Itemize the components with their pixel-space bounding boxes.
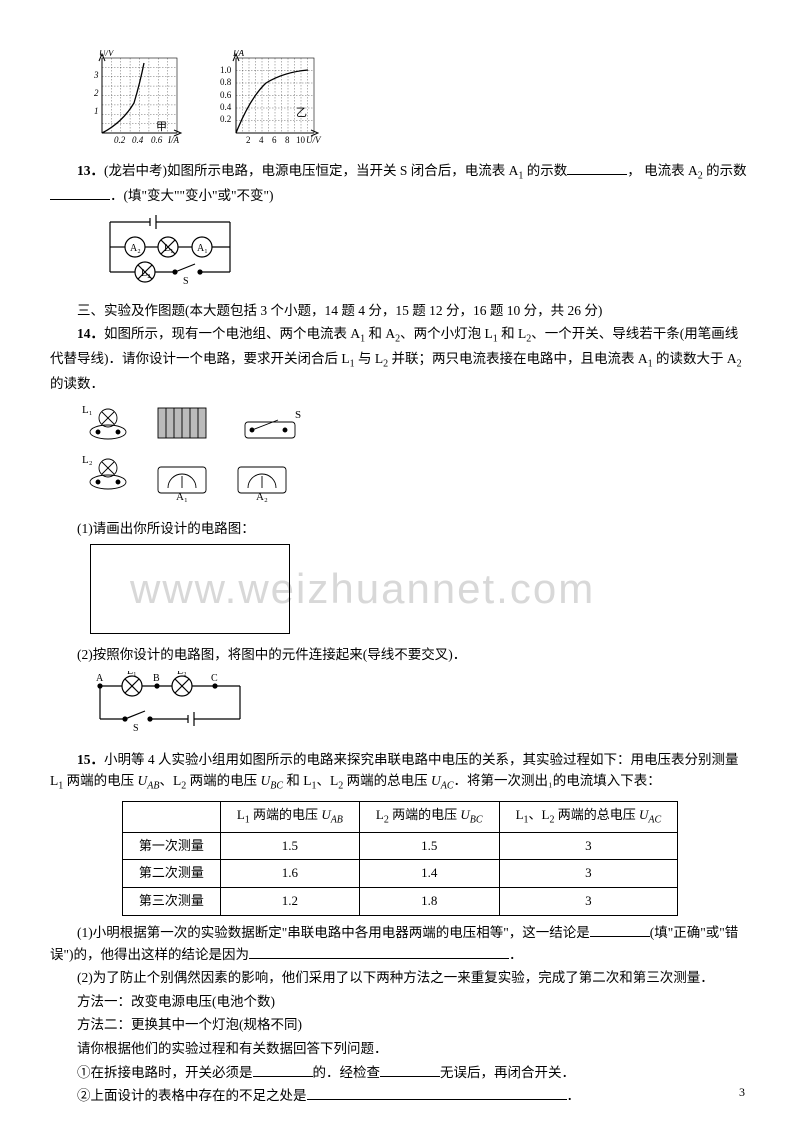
svg-text:S: S	[133, 723, 139, 734]
svg-text:0.8: 0.8	[220, 77, 232, 87]
y1: 1	[94, 106, 99, 116]
svg-text:6: 6	[272, 135, 277, 145]
q13-text: 13．(龙岩中考)如图所示电路，电源电压恒定，当开关 S 闭合后，电流表 A1 …	[50, 160, 750, 206]
q15-blank-check[interactable]	[380, 1063, 440, 1077]
q15-m2: 方法二：更换其中一个灯泡(规格不同)	[50, 1014, 750, 1036]
q15-blank-deficiency[interactable]	[307, 1087, 567, 1101]
svg-text:A₁: A₁	[176, 491, 188, 503]
x04: 0.4	[132, 135, 144, 145]
svg-text:4: 4	[259, 135, 264, 145]
q14-part1: (1)请画出你所设计的电路图：	[50, 518, 750, 540]
svg-text:10: 10	[296, 135, 306, 145]
q14-answer-box[interactable]	[90, 544, 290, 634]
q15-p2: (2)为了防止个别偶然因素的影响，他们采用了以下两种方法之一来重复实验，完成了第…	[50, 967, 750, 989]
svg-text:U/V: U/V	[99, 50, 115, 58]
q15-blank-reason[interactable]	[249, 945, 509, 959]
svg-text:U/V: U/V	[306, 135, 322, 145]
svg-text:L₂: L₂	[141, 268, 151, 279]
q14-series-circuit: A L₁ B L₂ C S	[80, 671, 750, 743]
q15-blank-switch[interactable]	[253, 1063, 313, 1077]
svg-text:L₁: L₁	[82, 404, 93, 416]
svg-text:C: C	[211, 673, 218, 684]
section3-heading: 三、实验及作图题(本大题包括 3 个小题，14 题 4 分，15 题 12 分，…	[50, 300, 750, 322]
table-row: 第一次测量1.51.53	[122, 832, 677, 860]
svg-text:乙: 乙	[296, 106, 307, 119]
graph-right: 0.2 0.4 0.6 0.8 1.0 2468 10 I/A U/V 乙	[210, 50, 325, 150]
q13-circuit: A₂ L₁ A₁ L₂ S	[80, 212, 750, 294]
table-header-row: L1 两端的电压 UAB L2 两端的电压 UBC L1、L2 两端的总电压 U…	[122, 802, 677, 833]
q14-part2: (2)按照你设计的电路图，将图中的元件连接起来(导线不要交叉)．	[50, 644, 750, 666]
svg-text:A₂: A₂	[130, 243, 141, 254]
q13-blank1[interactable]	[567, 162, 627, 176]
svg-text:I/A: I/A	[167, 135, 179, 145]
table-row: 第二次测量1.61.43	[122, 860, 677, 888]
svg-text:1.0: 1.0	[220, 65, 232, 75]
q14-components: L₁ S L₂ A₁ A₂	[80, 400, 750, 512]
q14-text: 14．如图所示，现有一个电池组、两个电流表 A1 和 A2、两个小灯泡 L1 和…	[50, 323, 750, 394]
q13-blank2[interactable]	[50, 186, 110, 200]
svg-text:A₁: A₁	[197, 243, 208, 254]
svg-text:0.2: 0.2	[220, 114, 231, 124]
q15-sub1: ①在拆接电路时，开关必须是的．经检查无误后，再闭合开关．	[50, 1062, 750, 1084]
svg-text:S: S	[183, 276, 189, 287]
q15-sub2: ②上面设计的表格中存在的不足之处是．	[50, 1085, 750, 1107]
table-row: 第三次测量1.21.83	[122, 888, 677, 916]
graphs-row: 1 2 3 0.2 0.4 0.6 U/V I/A 甲 0.2 0.4 0.6 0.…	[80, 50, 750, 150]
q15-q: 请你根据他们的实验过程和有关数据回答下列问题．	[50, 1038, 750, 1060]
graph-left: 1 2 3 0.2 0.4 0.6 U/V I/A 甲	[80, 50, 190, 150]
y3: 3	[93, 70, 99, 80]
q15-p1: (1)小明根据第一次的实验数据断定"串联电路中各用电器两端的电压相等"，这一结论…	[50, 922, 750, 965]
svg-text:甲: 甲	[156, 121, 167, 133]
svg-text:0.4: 0.4	[220, 102, 232, 112]
x06: 0.6	[151, 135, 163, 145]
y2: 2	[94, 88, 99, 98]
voltage-table: L1 两端的电压 UAB L2 两端的电压 UBC L1、L2 两端的总电压 U…	[122, 801, 678, 916]
svg-text:A₂: A₂	[256, 491, 268, 503]
q15-text: 15．小明等 4 人实验小组用如图所示的电路来探究串联电路中电压的关系，其实验过…	[50, 749, 750, 795]
svg-text:2: 2	[246, 135, 251, 145]
q15-blank-correct[interactable]	[590, 924, 650, 938]
svg-text:A: A	[96, 673, 104, 684]
svg-text:8: 8	[285, 135, 290, 145]
x02: 0.2	[114, 135, 126, 145]
svg-text:S: S	[295, 409, 301, 421]
svg-text:L₂: L₂	[177, 671, 187, 677]
svg-text:L₂: L₂	[82, 454, 93, 466]
svg-text:I/A: I/A	[232, 50, 244, 58]
svg-text:0.6: 0.6	[220, 90, 232, 100]
svg-text:B: B	[153, 673, 160, 684]
q15-m1: 方法一：改变电源电压(电池个数)	[50, 991, 750, 1013]
svg-text:L₁: L₁	[127, 671, 137, 677]
